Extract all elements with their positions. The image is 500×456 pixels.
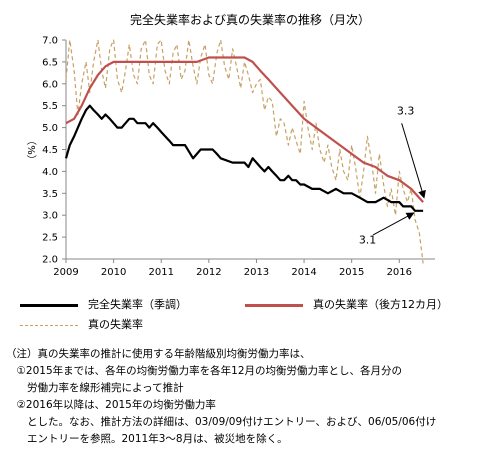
y-tick-label: 3.0 [42, 211, 58, 222]
legend-swatch-true-monthly [20, 324, 78, 326]
note-line: とした。なお、推計方法の詳細は、03/09/09付けエントリー、および、06/0… [6, 416, 437, 428]
x-tick-label: 2011 [148, 267, 173, 278]
x-tick-label: 2014 [291, 267, 316, 278]
note-line: ①2015年までは、各年の均衡労働力率を各年12月の均衡労働力率とし、各月分の [6, 365, 402, 377]
legend-item-unemployment: 完全失業率（季調） [20, 296, 187, 312]
chart-title: 完全失業率および真の失業率の推移（月次） [129, 13, 370, 27]
y-tick-label: 6.0 [42, 79, 58, 90]
annotation-arrow [372, 212, 415, 236]
x-tick-label: 2013 [244, 267, 269, 278]
note-line: 労働力率を線形補完によって推計 [6, 382, 184, 394]
y-tick-label: 2.0 [42, 255, 58, 266]
axes: 2.0 2.5 3.0 3.5 4.0 4.5 5.0 5.5 6.0 6.5 7.0 2009 201… [25, 36, 435, 278]
y-tick-label: 5.5 [42, 101, 58, 112]
x-tick-label: 2015 [339, 267, 364, 278]
legend-swatch-unemployment [20, 303, 78, 307]
legend-label-true-12m: 真の失業率（後方12カ月） [313, 298, 448, 311]
legend-swatch-true-12m [245, 303, 303, 307]
note-line: エントリーを参照。2011年3～8月は、被災地を除く。 [6, 433, 288, 445]
note-line: ②2016年以降は、2015年の均衡労働力率 [6, 399, 216, 411]
legend-label-true-monthly: 真の失業率 [88, 318, 143, 331]
y-tick-label: 2.5 [42, 233, 58, 244]
y-tick-label: 4.0 [42, 167, 58, 178]
x-tick-label: 2016 [387, 267, 412, 278]
chart-plot: 2.0 2.5 3.0 3.5 4.0 4.5 5.0 5.5 6.0 6.5 7.0 2009 201… [25, 36, 435, 278]
x-tick-label: 2009 [53, 267, 78, 278]
series-layer [64, 39, 424, 264]
series-line-unemployment [64, 104, 424, 212]
footnote: （注）真の失業率の推計に使用する年齢階級別均衡労働力率は、 ①2015年までは、… [6, 346, 496, 448]
series-line-true-12m [65, 56, 424, 203]
series-line-true-monthly [65, 39, 424, 264]
y-tick-label: 7.0 [42, 36, 58, 47]
note-line: （注）真の失業率の推計に使用する年齢階級別均衡労働力率は、 [6, 348, 311, 360]
annotation-arrow [401, 123, 426, 199]
y-tick-label: 3.5 [42, 189, 58, 200]
legend-item-true-12m: 真の失業率（後方12カ月） [245, 296, 448, 312]
legend-item-true-monthly: 真の失業率 [20, 316, 143, 332]
y-tick-label: 4.5 [42, 145, 58, 156]
annotation-label: 3.3 [397, 104, 415, 117]
annotation-label: 3.1 [359, 234, 377, 247]
y-tick-label: 5.0 [42, 123, 58, 134]
y-axis-label: （%） [25, 135, 37, 165]
annotation-layer: 3.3 3.1 [359, 104, 426, 247]
x-tick-label: 2012 [196, 267, 221, 278]
x-tick-label: 2010 [101, 267, 126, 278]
legend-label-unemployment: 完全失業率（季調） [88, 298, 187, 311]
y-tick-label: 6.5 [42, 57, 58, 68]
